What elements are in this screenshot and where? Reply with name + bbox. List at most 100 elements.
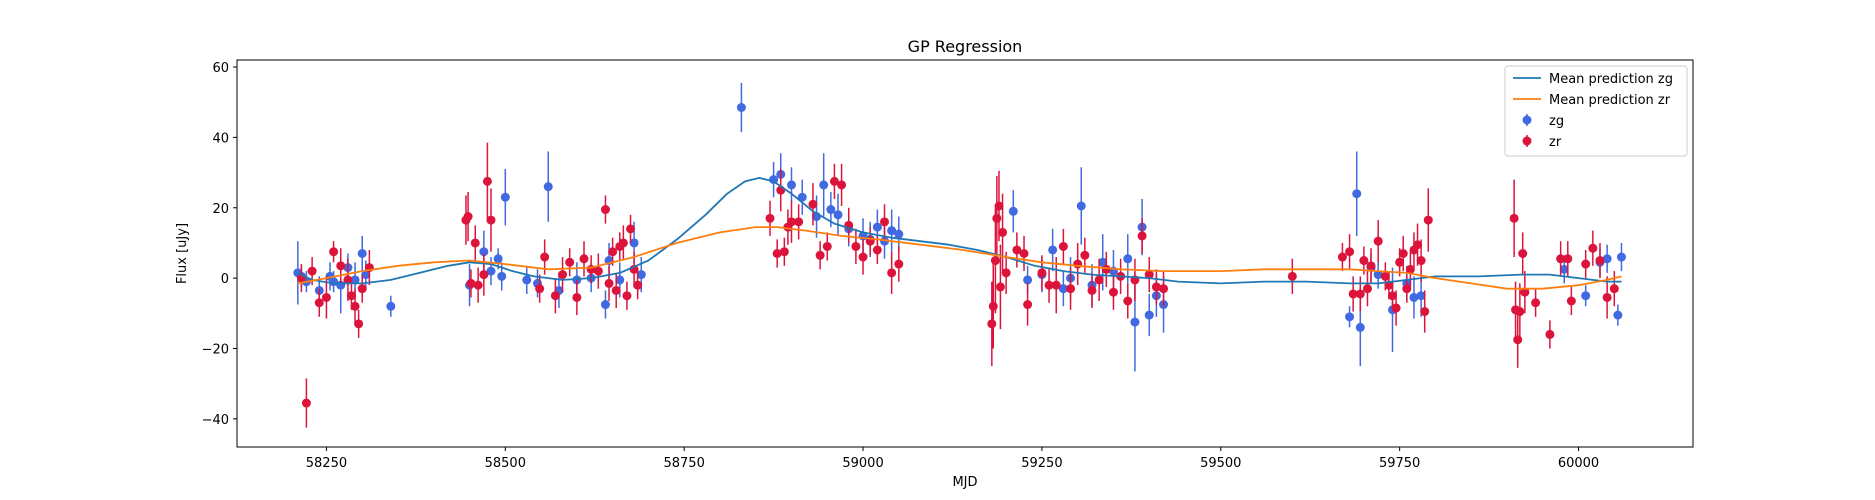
zr-point [1366,261,1376,271]
legend-swatch [1522,115,1532,125]
zg-point [1345,312,1355,322]
zr-point [1019,249,1029,258]
zr-point [887,268,897,278]
y-tick-label: 60 [212,61,229,76]
zr-point [1602,292,1612,302]
zg-point [636,270,646,280]
zr-point [1515,307,1525,317]
zr-point [1151,282,1161,292]
x-tick-label: 58750 [663,456,704,471]
zr-point [1566,296,1576,306]
zr-point [815,250,825,260]
zr-point [1001,268,1011,278]
zr-point [1387,291,1397,301]
zg-point [1409,292,1419,302]
zg-point [1616,252,1626,262]
zg-point [1098,257,1108,267]
zr-point [350,301,360,311]
zg-point [1023,275,1033,285]
zg-point [786,180,796,190]
zr-point [336,261,346,271]
zg-point [833,210,843,220]
x-tick-label: 59750 [1379,456,1420,471]
zr-point [470,238,480,248]
x-tick-label: 60000 [1558,456,1599,471]
series-line-Mean-prediction-zr [297,226,1622,290]
zg-point [1048,245,1058,255]
zg-point [1352,189,1362,199]
zg-point [615,275,625,285]
y-axis-ticks: −40 −20 0 20 40 60 [202,61,237,428]
zr-point [858,252,868,262]
x-axis-label: MJD [952,475,977,490]
zr-point [772,249,782,258]
chart-title: GP Regression [908,37,1023,56]
zr-point [307,266,317,276]
zr-point [808,199,818,209]
zg-point [357,249,367,258]
zr-point [1520,287,1530,297]
plot-frame [236,59,1694,448]
series-zr [296,142,1619,428]
zr-point [486,215,496,225]
x-axis-ticks: 58250 58500 58750 59000 59250 59500 59750 60000 [306,447,1599,471]
legend: Mean prediction zg Mean prediction zr zg zr [1504,65,1688,157]
zr-point [1355,289,1365,299]
zg-point [600,300,610,310]
zg-point [887,226,897,236]
zr-point [1287,271,1297,281]
zg-point [486,266,496,276]
zr-point [572,292,582,302]
zr-point [301,398,311,408]
zr-point [622,291,632,301]
zr-point [1123,296,1133,306]
zg-point [1076,201,1086,211]
zr-point [1159,284,1169,294]
zr-point [321,292,331,302]
zg-point [1355,322,1365,332]
zr-point [1563,254,1573,264]
zr-point [540,252,550,262]
zr-point [565,257,575,267]
zr-point [1037,268,1047,278]
zr-point [608,247,618,257]
zr-point [851,241,861,251]
x-tick-label: 59000 [842,456,883,471]
zg-point [493,254,503,264]
zg-point [1058,284,1068,294]
zg-point [629,238,639,248]
zr-point [1058,241,1068,251]
zr-point [1108,287,1118,297]
zg-point [386,301,396,311]
zr-point [1066,284,1076,294]
zr-point [1051,280,1061,290]
zr-point [872,245,882,255]
zr-point [1413,240,1423,250]
zr-point [1137,231,1147,241]
zr-point [346,291,356,301]
zr-point [579,254,589,264]
zr-point [1359,256,1369,266]
zr-point [1362,284,1372,294]
zg-point [797,192,807,202]
legend-swatch [1522,136,1532,146]
legend-label: Mean prediction zr [1549,93,1671,108]
zg-point [826,205,836,215]
zr-point [1595,256,1605,266]
zr-point [633,280,643,290]
zg-point [819,180,829,190]
zr-point [1416,256,1426,266]
x-tick-label: 58500 [485,456,526,471]
zr-point [1012,245,1022,255]
zr-point [779,247,789,257]
zr-point [473,280,483,290]
zr-point [550,291,560,301]
zr-point [1023,300,1033,310]
zr-point [822,241,832,251]
zr-point [1405,264,1415,274]
zr-point [987,319,997,329]
zr-point [1094,275,1104,285]
zr-point [1380,271,1390,281]
zg-point [1613,310,1623,320]
